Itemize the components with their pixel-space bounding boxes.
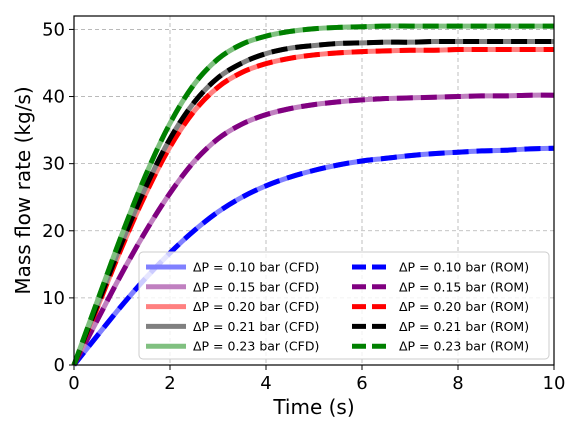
series-line-rom bbox=[71, 47, 554, 366]
x-tick-label: 4 bbox=[260, 373, 271, 394]
y-tick-label: 30 bbox=[42, 154, 65, 175]
y-axis-label: Mass flow rate (kg/s) bbox=[11, 86, 35, 294]
axis-ticks: 0 2 4 6 8 10 0 10 20 30 40 50 bbox=[42, 19, 565, 394]
legend-label: ΔP = 0.21 bar (CFD) bbox=[193, 319, 319, 334]
y-tick-label: 10 bbox=[42, 288, 65, 309]
legend-label: ΔP = 0.21 bar (ROM) bbox=[399, 319, 529, 334]
series-line-rom bbox=[71, 23, 554, 366]
x-tick-label: 2 bbox=[164, 373, 175, 394]
plot-frame bbox=[73, 15, 555, 366]
legend-label: ΔP = 0.23 bar (CFD) bbox=[193, 339, 319, 354]
legend-box bbox=[138, 251, 550, 360]
y-tick-label: 20 bbox=[42, 221, 65, 242]
legend-label: ΔP = 0.10 bar (CFD) bbox=[193, 260, 319, 275]
y-tick-label: 40 bbox=[42, 87, 65, 108]
y-tick-label: 50 bbox=[42, 19, 65, 40]
y-tick-label: 0 bbox=[54, 355, 65, 376]
legend-label: ΔP = 0.15 bar (CFD) bbox=[193, 279, 319, 294]
x-tick-label: 6 bbox=[356, 373, 367, 394]
x-tick-label: 10 bbox=[543, 373, 566, 394]
x-axis-label: Time (s) bbox=[272, 395, 354, 419]
x-tick-label: 0 bbox=[68, 373, 79, 394]
legend-label: ΔP = 0.20 bar (CFD) bbox=[193, 299, 319, 314]
series-line-rom bbox=[71, 92, 555, 367]
legend-label: ΔP = 0.23 bar (ROM) bbox=[399, 339, 529, 354]
series-line-rom bbox=[71, 38, 554, 366]
legend-label: ΔP = 0.10 bar (ROM) bbox=[399, 260, 529, 275]
legend: ΔP = 0.10 bar (CFD) ΔP = 0.15 bar (CFD) ΔP… bbox=[138, 251, 550, 360]
legend-label: ΔP = 0.15 bar (ROM) bbox=[399, 279, 529, 294]
x-tick-label: 8 bbox=[452, 373, 463, 394]
legend-label: ΔP = 0.20 bar (ROM) bbox=[399, 299, 529, 314]
